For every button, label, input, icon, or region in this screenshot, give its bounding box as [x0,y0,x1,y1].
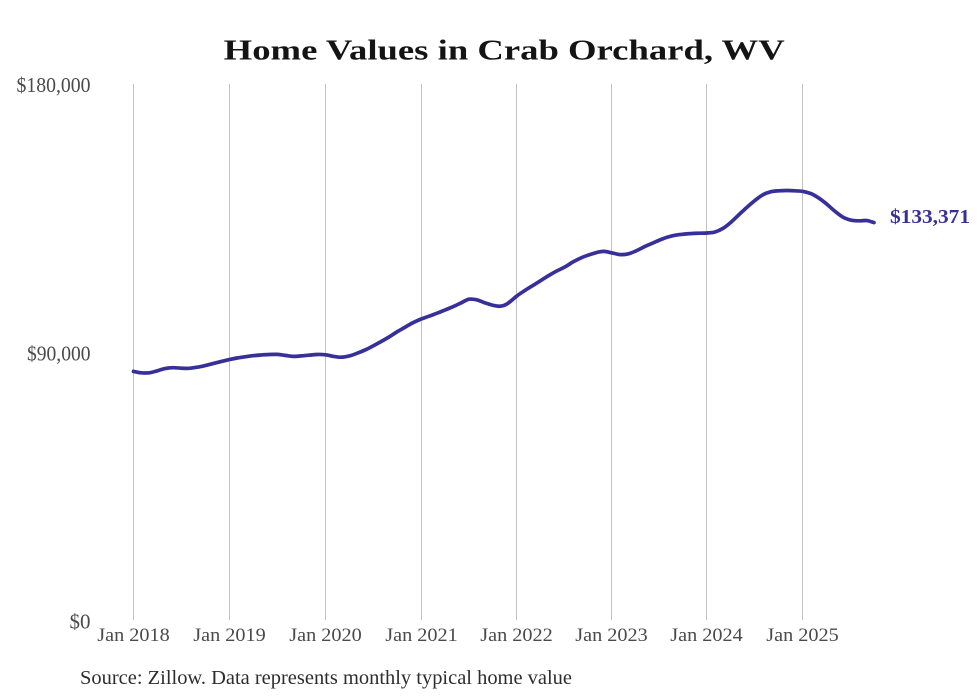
svg-text:Jan 2025: Jan 2025 [766,625,839,646]
svg-text:$133,371: $133,371 [890,206,970,228]
svg-text:$0: $0 [70,610,91,634]
svg-text:Source: Zillow. Data represent: Source: Zillow. Data represents monthly … [80,667,572,689]
svg-text:$90,000: $90,000 [27,341,91,365]
svg-text:Jan 2019: Jan 2019 [193,625,266,646]
svg-text:Jan 2024: Jan 2024 [670,625,743,646]
svg-text:Home Values in Crab Orchard, W: Home Values in Crab Orchard, WV [224,36,785,67]
svg-text:Jan 2021: Jan 2021 [385,625,458,646]
svg-text:Jan 2023: Jan 2023 [575,625,648,646]
svg-text:Jan 2018: Jan 2018 [97,625,170,646]
svg-text:$180,000: $180,000 [17,73,91,97]
svg-text:Jan 2022: Jan 2022 [480,625,553,646]
svg-text:Jan 2020: Jan 2020 [289,625,362,646]
